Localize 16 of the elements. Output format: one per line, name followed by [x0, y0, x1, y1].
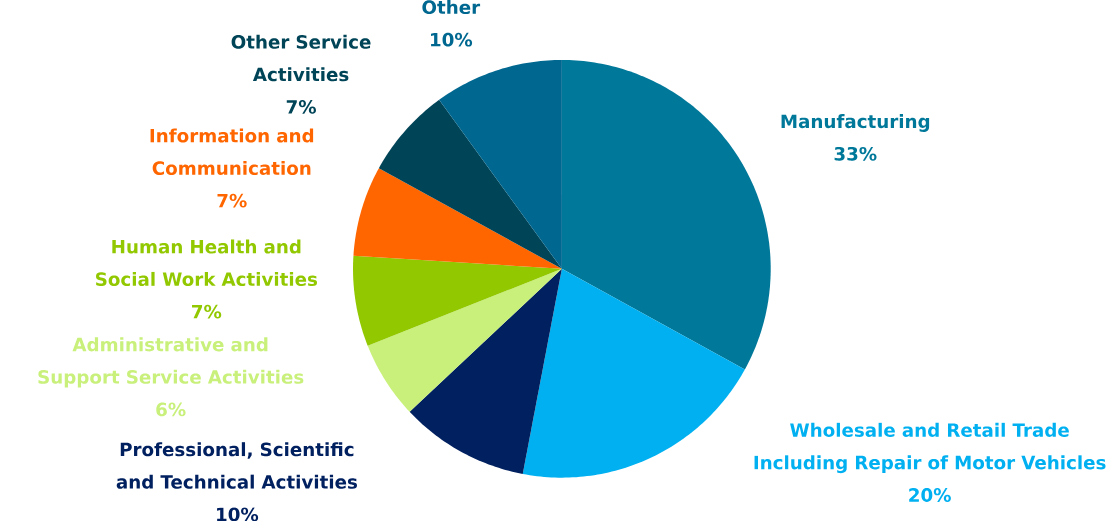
data-label: 10% — [431, 32, 473, 47]
slice-label: Human Health and Social Work Activities — [96, 239, 318, 286]
data-label: 7% — [217, 193, 247, 208]
slice-label: Manufacturing — [781, 113, 930, 132]
slice-label: Wholesale and Retail Trade Including Repair of Motor Vehicles — [754, 422, 1106, 473]
slice-label: Information and Communication — [150, 128, 314, 175]
slice-label: Other Service Activities — [231, 34, 371, 82]
data-label: 10% — [217, 507, 259, 521]
data-label: 7% — [286, 99, 316, 114]
slice-label: Professional, Scientific and Technical Activities — [116, 442, 357, 489]
slice-label: Administrative and Support Service Activities — [38, 337, 304, 388]
slice-label: Other — [422, 0, 481, 14]
data-label: 20% — [909, 487, 951, 502]
data-label: 6% — [156, 402, 186, 417]
data-label: 33% — [834, 146, 877, 161]
data-label: 7% — [192, 304, 222, 319]
